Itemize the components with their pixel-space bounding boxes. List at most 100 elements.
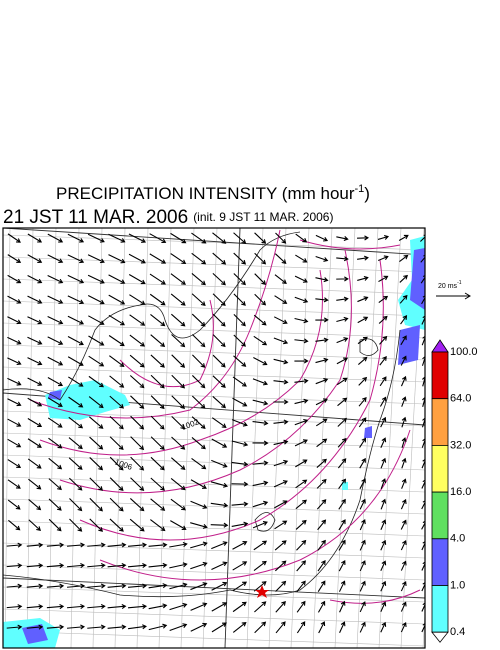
wind-arrow — [357, 336, 368, 345]
wind-arrow — [231, 481, 249, 487]
wind-arrow — [211, 541, 228, 550]
wind-arrow — [47, 295, 64, 304]
wind-arrow — [47, 336, 64, 345]
wind-arrow — [150, 436, 165, 451]
wind-arrow — [380, 457, 387, 469]
wind-arrow — [6, 604, 23, 610]
wind-arrow — [295, 254, 308, 263]
wind-arrow — [359, 519, 366, 531]
wind-arrow — [252, 440, 269, 446]
wind-arrow — [87, 624, 106, 630]
wind-arrow — [171, 374, 186, 389]
wind-arrow — [275, 600, 286, 613]
wind-arrow — [274, 274, 287, 285]
colorbar-label: 1.0 — [450, 579, 465, 591]
title-main: PRECIPITATION INTENSITY (mm hour — [56, 184, 355, 203]
wind-arrow — [315, 398, 328, 406]
wind-arrow — [148, 583, 168, 589]
wind-arrow — [27, 438, 42, 448]
wind-arrow — [400, 601, 407, 612]
wind-arrow — [7, 438, 22, 448]
wind-arrow — [108, 274, 126, 284]
wind-arrow — [359, 437, 367, 448]
wind-arrow — [190, 541, 208, 549]
wind-arrow — [109, 456, 124, 471]
wind-arrow — [6, 563, 23, 569]
wind-arrow — [401, 478, 407, 489]
wind-arrow — [27, 357, 43, 366]
wind-arrow — [129, 334, 145, 347]
wind-arrow — [359, 539, 366, 551]
wind-arrow — [380, 416, 387, 428]
wind-arrow — [47, 254, 64, 264]
wind-arrow — [315, 277, 329, 283]
wind-arrow — [400, 621, 407, 633]
wind-arrow — [27, 418, 43, 428]
wind-arrow — [357, 275, 369, 281]
wind-arrow — [67, 336, 84, 346]
wind-arrow — [47, 316, 64, 325]
wind-arrow — [211, 417, 227, 428]
wind-arrow — [317, 580, 326, 593]
wind-arrow — [421, 295, 425, 305]
wind-arrow — [336, 377, 348, 386]
wind-arrow — [27, 274, 43, 284]
grid-line — [3, 608, 425, 625]
wind-arrow — [87, 295, 105, 305]
wind-arrow — [47, 417, 63, 428]
wind-arrow — [233, 293, 246, 306]
wind-arrow — [316, 499, 327, 510]
wind-arrow — [128, 274, 146, 285]
wind-arrow — [400, 335, 407, 346]
wind-arrow — [212, 375, 226, 388]
grid-line — [268, 228, 287, 648]
wind-vectors — [6, 232, 425, 634]
wind-arrow — [233, 273, 246, 286]
wind-arrow — [400, 375, 407, 387]
wind-arrow — [295, 479, 308, 489]
wind-arrow — [317, 600, 326, 613]
precip-area — [342, 482, 348, 490]
wind-arrow — [338, 539, 346, 551]
wind-arrow — [357, 296, 369, 303]
precip-area — [48, 390, 62, 400]
wind-arrow — [316, 438, 328, 448]
wind-arrow — [109, 355, 125, 367]
wind-arrow — [420, 275, 425, 284]
wind-arrow — [252, 399, 269, 406]
wind-arrow — [48, 478, 62, 491]
wind-arrow — [398, 234, 409, 242]
wind-arrow — [273, 419, 289, 425]
grid-line — [3, 586, 425, 603]
grid-line — [246, 228, 264, 648]
wind-arrow — [380, 478, 387, 490]
wind-arrow — [150, 519, 166, 532]
wind-arrow — [295, 233, 308, 243]
wind-arrow — [129, 375, 145, 389]
wind-arrow — [336, 296, 349, 302]
wind-arrow — [379, 396, 387, 407]
wind-arrow — [7, 295, 22, 304]
map-bg — [3, 228, 425, 648]
wind-arrow — [66, 563, 86, 569]
wind-arrow — [421, 500, 425, 510]
wind-arrow — [67, 233, 85, 243]
wind-arrow — [190, 582, 208, 591]
wind-arrow — [315, 418, 328, 427]
wind-arrow — [66, 542, 86, 548]
wind-arrow — [48, 518, 62, 532]
wind-arrow — [315, 317, 329, 323]
wind-arrow — [253, 335, 268, 346]
wind-arrow — [337, 437, 347, 448]
wind-arrow — [170, 273, 186, 285]
wind-arrow — [66, 604, 86, 610]
wind-arrow — [274, 520, 288, 530]
wind-arrow — [129, 294, 146, 305]
wind-arrow — [66, 583, 86, 589]
title-close: ) — [364, 184, 370, 203]
wind-arrow — [231, 521, 249, 527]
wind-arrow — [294, 358, 309, 364]
wind-arrow — [190, 522, 208, 529]
wind-arrow — [421, 438, 425, 448]
